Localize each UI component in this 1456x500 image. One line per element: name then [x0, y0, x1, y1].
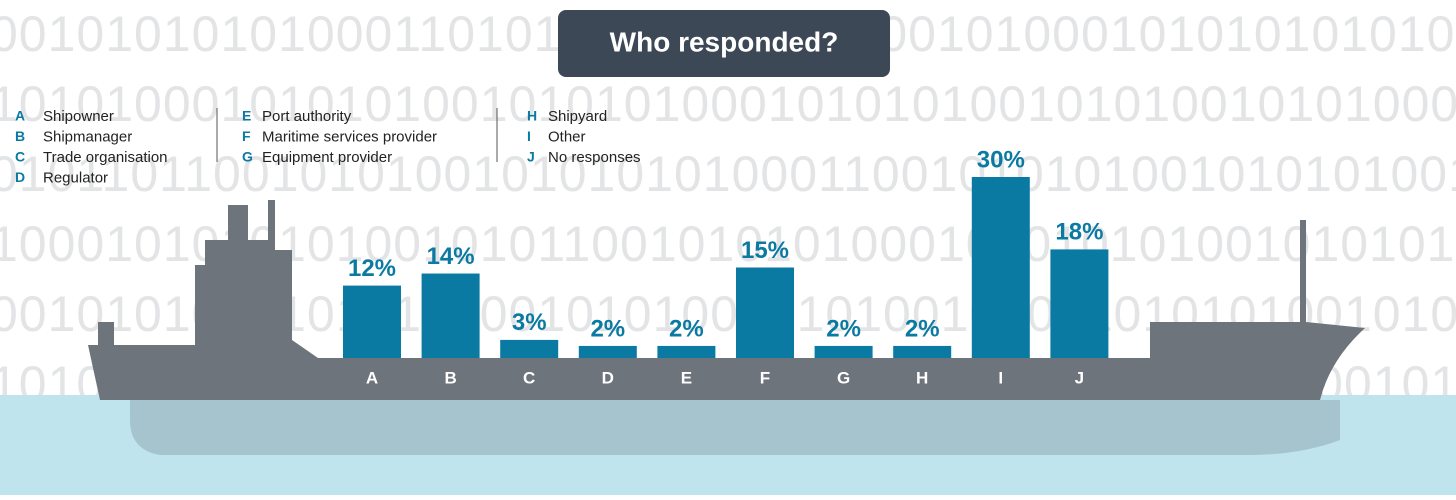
value-label: 2%: [826, 315, 861, 342]
x-tick-label: I: [998, 368, 1003, 387]
x-tick-label: F: [760, 368, 770, 387]
ship-reflection: [130, 400, 1340, 455]
legend-key: B: [15, 128, 25, 144]
chart: 0010101010100011010101001010101001010001…: [0, 0, 1456, 495]
x-tick-label: D: [602, 368, 614, 387]
legend-key: C: [15, 149, 25, 165]
binary-row: 1010100010101010010101010001010101001010…: [0, 76, 1456, 132]
value-label: 30%: [977, 146, 1025, 173]
bar: [657, 346, 715, 358]
bar: [972, 177, 1030, 358]
legend-label: Other: [548, 128, 586, 145]
legend-label: Maritime services provider: [262, 128, 437, 145]
chart-title: Who responded?: [610, 26, 839, 57]
legend-key: J: [527, 149, 535, 165]
legend-key: A: [15, 108, 25, 124]
x-tick-label: B: [444, 368, 456, 387]
x-tick-label: C: [523, 368, 535, 387]
value-label: 2%: [669, 315, 704, 342]
bar: [1050, 249, 1108, 358]
value-label: 15%: [741, 237, 789, 264]
legend-label: Shipmanager: [43, 128, 132, 145]
legend-key: D: [15, 169, 25, 185]
bar: [893, 346, 951, 358]
bar: [422, 274, 480, 358]
legend-label: Shipyard: [548, 108, 607, 125]
value-label: 14%: [427, 243, 475, 270]
x-tick-label: E: [681, 368, 692, 387]
legend-key: E: [242, 108, 251, 124]
legend-label: Trade organisation: [43, 149, 168, 166]
bar: [815, 346, 873, 358]
value-label: 2%: [905, 315, 940, 342]
x-tick-label: A: [366, 368, 378, 387]
bar: [579, 346, 637, 358]
legend-label: Regulator: [43, 169, 108, 186]
legend-key: G: [242, 149, 253, 165]
legend-label: Equipment provider: [262, 149, 392, 166]
bar: [343, 286, 401, 358]
binary-row: 0101101100101010010101010100011001010101…: [0, 146, 1456, 202]
legend-label: Port authority: [262, 108, 352, 125]
legend-label: Shipowner: [43, 108, 114, 125]
x-tick-label: H: [916, 368, 928, 387]
value-label: 18%: [1055, 219, 1103, 246]
legend-key: I: [527, 128, 531, 144]
ship-mast: [98, 322, 114, 346]
legend-label: No responses: [548, 149, 641, 166]
value-label: 2%: [590, 315, 625, 342]
value-label: 3%: [512, 309, 547, 336]
bar: [500, 340, 558, 358]
value-label: 12%: [348, 255, 396, 282]
legend-key: F: [242, 128, 251, 144]
legend-key: H: [527, 108, 537, 124]
x-tick-label: G: [837, 368, 850, 387]
bar: [736, 268, 794, 359]
x-tick-label: J: [1075, 368, 1084, 387]
